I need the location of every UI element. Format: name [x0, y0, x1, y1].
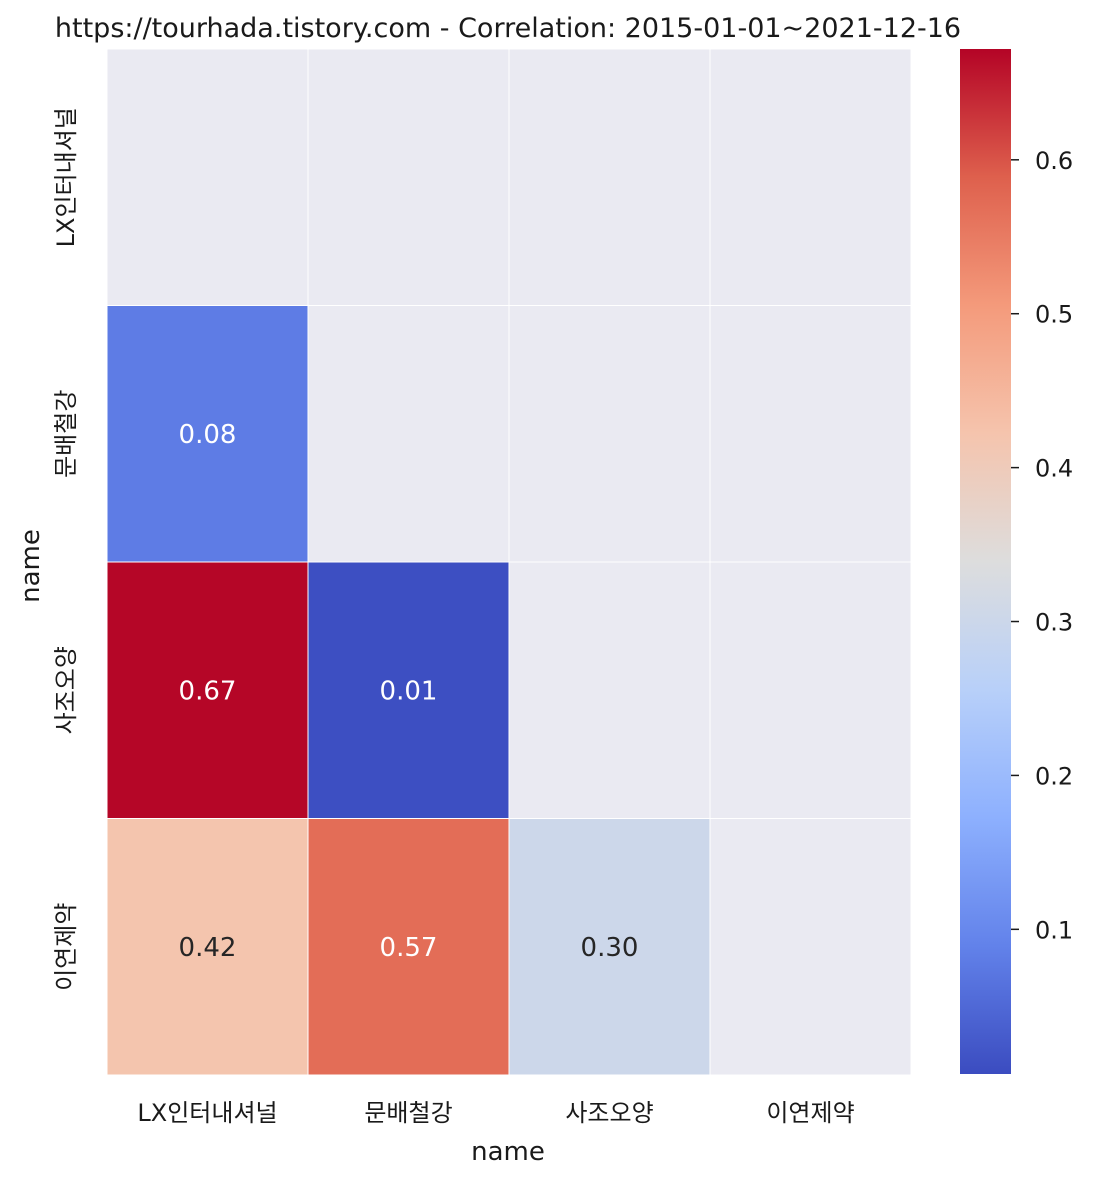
masked-cell [307, 48, 510, 306]
cell-value-label: 0.57 [380, 933, 438, 963]
masked-cell [709, 48, 912, 306]
colorbar-tick-label: 0.4 [1035, 455, 1073, 483]
masked-cell [709, 818, 912, 1076]
x-axis-tick-labels: LX인터내셔널 문배철강 사조오양 이연제약 [137, 1099, 854, 1127]
heatmap-cell [307, 561, 510, 819]
colorbar-tick-label: 0.3 [1035, 609, 1073, 637]
heatmap-cells [106, 48, 912, 1076]
y-tick-label: 사조오양 [52, 646, 80, 734]
colorbar-tick-label: 0.1 [1035, 916, 1073, 944]
cell-value-label: 0.08 [179, 420, 237, 450]
masked-cell [508, 305, 711, 563]
colorbar: 0.1 0.2 0.3 0.4 0.5 0.6 [960, 49, 1073, 1074]
masked-cell [508, 561, 711, 819]
x-axis-label: name [471, 1137, 545, 1167]
x-tick-label: LX인터내셔널 [137, 1099, 277, 1127]
masked-cell [307, 305, 510, 563]
x-tick-label: 이연제약 [766, 1099, 854, 1127]
heatmap-cell [106, 561, 309, 819]
heatmap-cell-labels: 0.08 0.67 0.01 0.42 0.57 0.30 [179, 420, 639, 963]
heatmap-cell [508, 818, 711, 1076]
colorbar-gradient [960, 49, 1011, 1074]
colorbar-tick-label: 0.6 [1035, 147, 1073, 175]
heatmap-cell [307, 818, 510, 1076]
y-axis-label: name [16, 529, 46, 603]
masked-cell [508, 48, 711, 306]
cell-value-label: 0.30 [581, 933, 639, 963]
heatmap-cell [106, 818, 309, 1076]
cell-value-label: 0.42 [179, 933, 237, 963]
cell-value-label: 0.67 [179, 676, 237, 706]
y-tick-label: 이연제약 [52, 903, 80, 991]
colorbar-tick-label: 0.2 [1035, 762, 1073, 790]
y-tick-label: LX인터내셔널 [52, 107, 80, 247]
cell-value-label: 0.01 [380, 676, 438, 706]
x-tick-label: 문배철강 [364, 1099, 452, 1127]
masked-cell [709, 305, 912, 563]
colorbar-ticks: 0.1 0.2 0.3 0.4 0.5 0.6 [1011, 147, 1073, 944]
masked-cell [709, 561, 912, 819]
colorbar-tick-label: 0.5 [1035, 301, 1073, 329]
masked-cell [106, 48, 309, 306]
x-tick-label: 사조오양 [565, 1099, 653, 1127]
y-tick-label: 문배철강 [52, 390, 80, 478]
heatmap-cell [106, 305, 309, 563]
chart-title: https://tourhada.tistory.com - Correlati… [55, 13, 961, 44]
